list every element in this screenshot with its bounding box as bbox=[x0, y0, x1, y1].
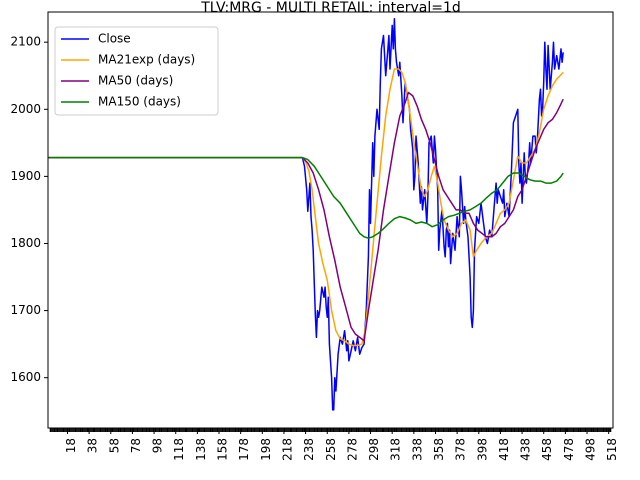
plot-frame bbox=[47, 11, 614, 429]
x-tick-label: 358 bbox=[432, 438, 446, 461]
legend-label-2: MA50 (days) bbox=[98, 74, 173, 88]
x-tick-label: 298 bbox=[367, 438, 381, 461]
x-tick-label: 158 bbox=[216, 438, 230, 461]
x-axis: 18 38 58 78 98 118 138 158 178 198 218 238 258 278 298… bbox=[49, 428, 619, 461]
series-layer bbox=[48, 17, 564, 411]
x-tick-label: 138 bbox=[194, 438, 208, 461]
x-tick-label: 438 bbox=[519, 438, 533, 461]
x-tick-label: 238 bbox=[302, 438, 316, 461]
legend: Close MA21exp (days) MA50 (days) MA150 (day… bbox=[54, 26, 219, 116]
x-tick-label: 98 bbox=[151, 438, 165, 453]
x-tick-label: 518 bbox=[605, 438, 619, 461]
series-line-3 bbox=[48, 156, 564, 239]
x-tick-label: 258 bbox=[324, 438, 338, 461]
legend-label-1: MA21exp (days) bbox=[98, 53, 195, 67]
x-tick-label: 338 bbox=[410, 438, 424, 461]
y-axis: 1600 1700 1800 1900 2000 2100 bbox=[10, 35, 48, 384]
y-tick-label: 1700 bbox=[10, 303, 41, 317]
legend-box bbox=[54, 26, 219, 116]
series-line-0 bbox=[301, 17, 564, 411]
x-tick-label: 78 bbox=[129, 438, 143, 453]
x-tick-label: 278 bbox=[345, 438, 359, 461]
chart-title: TLV:MRG - MULTI RETAIL: interval=1d bbox=[200, 0, 461, 16]
x-minor-ticks bbox=[49, 428, 612, 432]
y-tick-label: 2100 bbox=[10, 35, 41, 49]
series-line-2 bbox=[48, 91, 564, 342]
x-tick-label: 398 bbox=[475, 438, 489, 461]
x-tick-label: 58 bbox=[107, 438, 121, 453]
legend-label-0: Close bbox=[98, 32, 131, 46]
y-tick-label: 1600 bbox=[10, 370, 41, 384]
x-tick-label: 318 bbox=[389, 438, 403, 461]
y-tick-label: 2000 bbox=[10, 102, 41, 116]
x-tick-label: 178 bbox=[237, 438, 251, 461]
x-tick-label: 458 bbox=[540, 438, 554, 461]
legend-label-3: MA150 (days) bbox=[98, 95, 181, 109]
x-tick-label: 18 bbox=[64, 438, 78, 453]
y-tick-label: 1900 bbox=[10, 169, 41, 183]
x-tick-label: 38 bbox=[86, 438, 100, 453]
x-tick-label: 418 bbox=[497, 438, 511, 461]
series-line-1 bbox=[48, 68, 564, 347]
y-tick-label: 1800 bbox=[10, 236, 41, 250]
x-tick-label: 218 bbox=[280, 438, 294, 461]
x-tick-label: 118 bbox=[172, 438, 186, 461]
x-tick-label: 498 bbox=[584, 438, 598, 461]
x-tick-label: 198 bbox=[259, 438, 273, 461]
x-tick-label: 378 bbox=[454, 438, 468, 461]
x-tick-label: 478 bbox=[562, 438, 576, 461]
